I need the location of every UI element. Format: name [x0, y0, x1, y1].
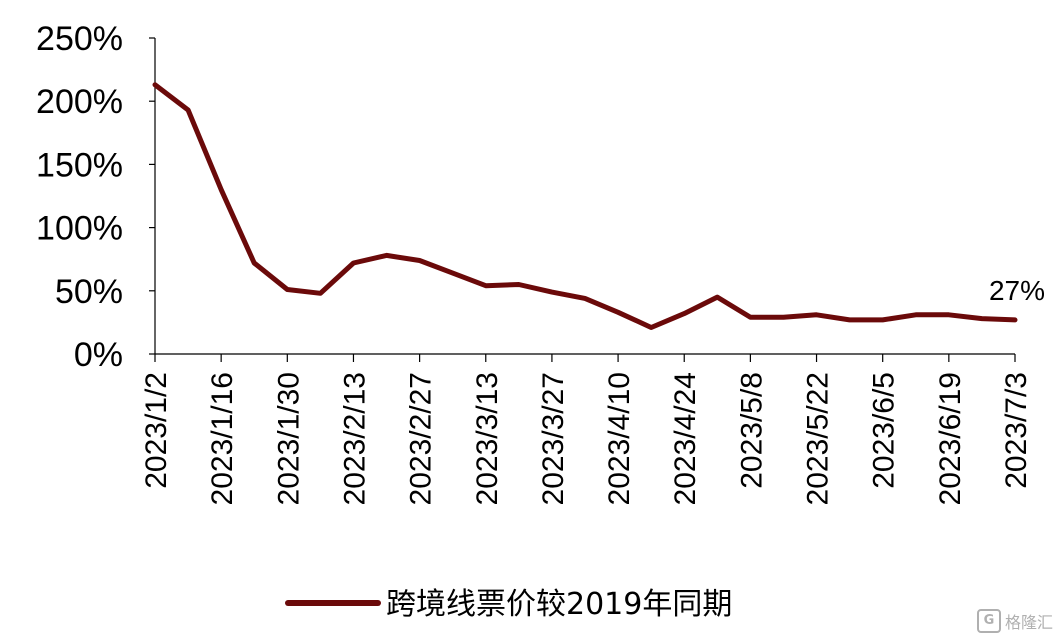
x-tick-label: 2023/1/16 — [206, 372, 239, 505]
x-tick-label: 2023/3/27 — [537, 372, 570, 505]
x-tick-label: 2023/6/19 — [934, 372, 967, 505]
y-tick-label: 200% — [36, 83, 123, 121]
watermark: G 格隆汇 — [976, 609, 1053, 633]
x-tick-label: 2023/6/5 — [868, 372, 901, 489]
legend-label: 跨境线票价较2019年同期 — [386, 587, 732, 622]
y-tick-label: 0% — [74, 336, 123, 374]
watermark-text: 格隆汇 — [1004, 613, 1053, 632]
watermark-logo-icon: G — [976, 609, 1001, 633]
series-line — [152, 82, 1018, 330]
data-label: 27% — [989, 275, 1045, 306]
y-tick-label: 150% — [36, 146, 123, 184]
x-tick-label: 2023/2/27 — [405, 372, 438, 505]
x-tick-label: 2023/1/2 — [140, 372, 173, 489]
x-tick-label: 2023/3/13 — [471, 372, 504, 505]
x-tick-label: 2023/4/10 — [603, 372, 636, 505]
x-tick-label: 2023/5/22 — [802, 372, 835, 505]
x-tick-label: 2023/1/30 — [272, 372, 305, 505]
x-tick-label: 2023/5/8 — [735, 372, 768, 489]
x-tick-label: 2023/7/3 — [1000, 372, 1033, 489]
x-tick-label: 2023/4/24 — [669, 372, 702, 505]
x-tick-label: 2023/2/13 — [338, 372, 371, 505]
y-tick-label: 50% — [55, 273, 123, 311]
y-tick-label: 100% — [36, 210, 123, 248]
y-tick-label: 250% — [36, 20, 123, 58]
